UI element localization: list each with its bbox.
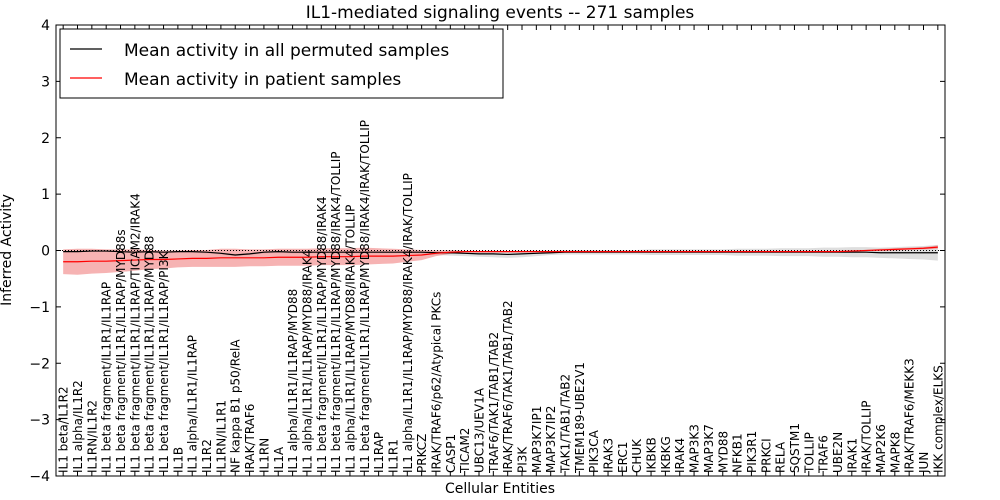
x-tick-label: IL1 beta/IL1R2 [57,386,71,473]
x-tick-label: IL1A [272,446,286,473]
legend-label-patient: Mean activity in patient samples [124,70,401,90]
x-tick-label: IL1RN/IL1R2 [85,400,99,473]
series-lines [56,246,945,263]
x-tick-label: IL1 alpha/IL1R1/IL1RAP/MYD88/IRAK4/TOLLI… [343,205,357,473]
x-tick-label: IRAK/TRAF6/p62/Atypical PKCs [429,292,443,473]
x-tick-label: IL1R2 [200,439,214,473]
x-tick-label: UBC13/UEV1A [472,387,486,473]
x-tick-label: IL1 beta fragment/IL1R1/IL1RAP/TICAM2/IR… [128,193,142,473]
x-tick-label: IL1 alpha/IL1R1/IL1RAP/MYD88 [286,289,300,473]
x-tick-label: PRKCZ [415,434,429,473]
legend-label-permuted: Mean activity in all permuted samples [124,41,449,61]
x-tick-label: UBE2N [831,432,845,473]
y-axis-label: Inferred Activity [0,194,15,306]
x-tick-label: TICAM2 [458,428,472,474]
x-tick-label: IL1 alpha/IL1R2 [71,380,85,473]
y-tick-label: −1 [29,300,50,316]
legend-box [59,28,504,99]
chart-title: IL1-mediated signaling events -- 271 sam… [306,3,695,23]
x-tick-label: NFKB1 [731,433,745,473]
x-tick-label: IL1 beta fragment/IL1R1/IL1RAP/MYD88/IRA… [358,120,372,473]
x-tick-label: IL1 alpha/IL1R1/IL1RAP/MYD88/IRAK4/IRAK/… [401,173,415,473]
x-tick-label: IKBKB [645,437,659,473]
confidence-bands [63,244,938,275]
y-tick-label: −2 [29,356,50,372]
x-axis-label: Cellular Entities [445,481,555,497]
y-tick-label: 2 [41,131,50,147]
x-tick-label: IL1 alpha/IL1R1/IL1RAP/MYD88/IRAK4 [300,250,314,473]
y-tick-label: 4 [41,18,50,34]
x-tick-label: NF kappa B1 p50/RelA [229,339,243,473]
x-tick-label: IRAK4 [673,438,687,473]
x-tick-label: RELA [774,441,788,473]
x-tick-label: MAPK8 [888,432,902,473]
x-tick-label: IRAK3 [602,438,616,473]
patient-samples-mean-line [63,246,938,263]
y-axis-ticks: −4 −3 −2 −1 0 1 2 3 4 [29,18,945,485]
x-axis-tick-labels: IL1 beta/IL1R2 IL1 alpha/IL1R2 IL1RN/IL1R2… [57,120,946,474]
y-tick-label: −3 [29,413,50,429]
x-tick-label: CHUK [630,438,644,473]
x-tick-label: MAP3K7 [702,424,716,473]
x-tick-label: IL1 beta fragment/IL1R1/IL1RAP/MYD88/IRA… [315,196,329,473]
x-tick-label: IL1RN [257,438,271,473]
x-tick-label: TAK1/TAB1/TAB2 [559,374,573,474]
y-tick-label: 1 [41,187,50,203]
x-tick-label: MAP3K3 [688,424,702,473]
x-tick-label: IL1B [171,447,185,473]
x-tick-label: JUN [917,452,931,474]
x-tick-label: IL1R1 [386,439,400,473]
x-tick-label: IL1 beta fragment/IL1R1/IL1RAP/MYD88 [143,236,157,473]
x-tick-label: IRAK/TOLLIP [860,401,874,473]
x-tick-label: ERC1 [616,442,630,473]
x-tick-label: MYD88 [716,431,730,473]
x-tick-label: IRAK/TRAF6/TAK1/TAB1/TAB2 [501,300,515,473]
plot-frame [55,24,946,477]
x-tick-label: IL1 beta fragment/IL1R1/IL1RAP/MYD88/IRA… [329,152,343,473]
x-tick-label: MAP3K7IP1 [530,406,544,473]
x-tick-label: PI3K [516,446,530,473]
x-tick-label: TOLLIP [802,432,816,474]
x-tick-label: IRAK1 [845,438,859,473]
x-tick-label: IL1RAP [372,432,386,473]
x-tick-label: IRAK/TRAF6/MEKK3 [903,358,917,473]
x-tick-label: IL1RN/IL1R1 [214,400,228,473]
x-tick-label: TRAF6/TAK1/TAB1/TAB2 [487,332,501,474]
permuted-samples-band [63,244,938,261]
x-tick-label: CASP1 [444,434,458,473]
x-tick-label: SQSTM1 [788,423,802,473]
x-tick-label: PIK3R1 [745,431,759,473]
x-tick-label: IL1 beta fragment/IL1R1/IL1RAP [100,282,114,473]
y-tick-label: 0 [41,244,50,260]
x-tick-label: MAP2K6 [874,424,888,473]
x-tick-label: IL1 beta fragment/IL1R1/IL1RAP/MYD88s [114,229,128,473]
x-tick-label: IRAK/TRAF6 [243,404,257,473]
x-tick-label: TMEM189-UBE2V1 [573,362,587,474]
x-axis-ticks [62,25,939,476]
x-tick-label: IL1 beta fragment/IL1R1/IL1RAP/PI3K [157,250,171,473]
patient-samples-band [63,245,938,275]
x-tick-label: IKK complex/ELKS [931,365,945,473]
x-tick-label: MAP3K7IP2 [544,406,558,473]
x-tick-label: PRKCI [759,438,773,473]
y-tick-label: 3 [41,74,50,90]
x-tick-label: TRAF6 [817,435,831,474]
x-tick-label: IL1 alpha/IL1R1/IL1RAP [186,335,200,473]
legend: Mean activity in all permuted samples Me… [59,28,504,99]
x-tick-label: IKBKG [659,436,673,473]
y-tick-label: −4 [29,469,50,485]
x-tick-label: PIK3CA [587,429,601,473]
